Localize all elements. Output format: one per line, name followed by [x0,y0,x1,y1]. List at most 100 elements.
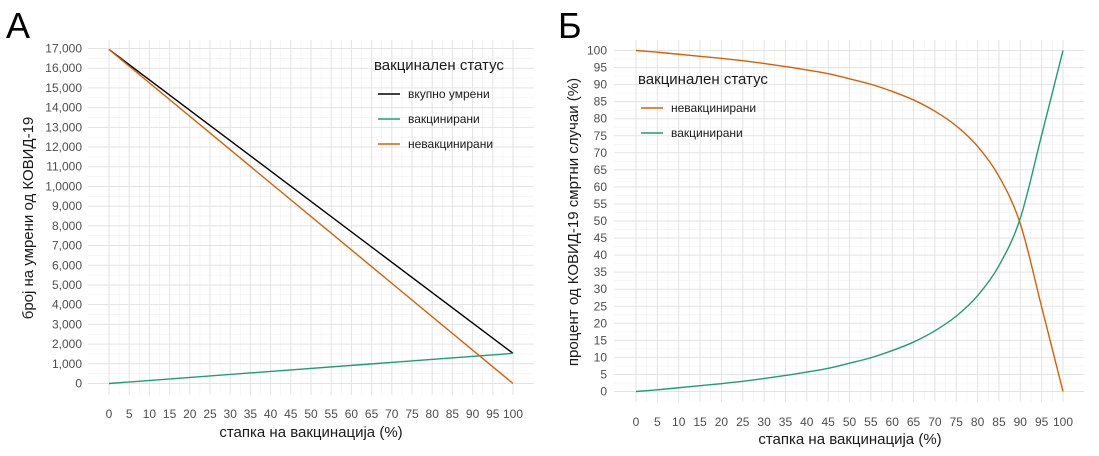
y-tick-label: 9,000 [52,199,82,213]
y-tick-label: 5,000 [52,278,82,292]
y-tick-label: 65 [594,163,608,177]
x-axis-title-b: стапка на вакцинација (%) [758,431,941,448]
x-tick-label: 20 [715,415,729,429]
y-tick-label: 1,0000 [45,179,82,193]
y-tick-label: 60 [594,180,608,194]
x-tick-label: 25 [736,415,750,429]
x-tick-label: 85 [446,407,460,421]
x-tick-label: 5 [126,407,133,421]
x-tick-label: 30 [757,415,771,429]
y-tick-label: 10 [594,350,608,364]
y-tick-label: 95 [594,61,608,75]
x-tick-label: 100 [1053,415,1073,429]
grid-a [88,40,534,395]
legend-a: вакцинален статус вкупно умрени вакцинир… [374,57,504,151]
x-tick-label: 90 [466,407,480,421]
x-tick-label: 60 [345,407,359,421]
panel-a-tag: А [6,5,30,46]
y-tick-label: 55 [594,197,608,211]
y-tick-label: 30 [594,282,608,296]
series-line-unvaccinated-a [108,48,514,385]
y-tick-label: 20 [594,316,608,330]
series-line-total-a [108,48,514,354]
y-tick-label: 15,000 [45,81,82,95]
y-tick-label: 0 [600,385,607,399]
x-tick-label: 65 [907,415,921,429]
x-tick-label: 75 [950,415,964,429]
x-tick-label: 45 [821,415,835,429]
x-axis-title-a: стапка на вакцинација (%) [219,424,402,441]
x-tick-label: 80 [426,407,440,421]
y-tick-label: 2,000 [52,337,82,351]
y-tick-label: 3,000 [52,317,82,331]
x-tick-label: 10 [672,415,686,429]
x-tick-label: 60 [886,415,900,429]
x-tick-label: 95 [486,407,500,421]
x-tick-label: 65 [365,407,379,421]
series-lines-b [635,49,1064,393]
y-tick-label: 100 [587,44,607,58]
panel-a: А 0 5 10 15 20 25 30 35 40 45 50 55 60 65 70 75 80 85 90 95… [6,5,534,441]
y-tick-label: 75 [594,129,608,143]
x-tick-label: 40 [800,415,814,429]
y-ticks-b: 0 5 10 15 20 25 30 35 40 45 50 55 60 65 70 75 80 85 90 95 10… [587,44,607,399]
y-tick-label: 16,000 [45,61,82,75]
y-tick-label: 6,000 [52,258,82,272]
x-tick-label: 55 [864,415,878,429]
x-tick-label: 15 [693,415,707,429]
y-tick-label: 40 [594,248,608,262]
y-tick-label: 5 [600,367,607,381]
x-tick-label: 80 [971,415,985,429]
x-tick-label: 50 [304,407,318,421]
panel-b-tag: Б [558,5,582,46]
y-tick-label: 50 [594,214,608,228]
y-tick-label: 0 [75,377,82,391]
y-ticks-a: 0 1,000 2,000 3,000 4,000 5,000 6,000 7,000 8,00… [45,42,82,391]
legend-b-label-unvaccinated: невакцинирани [671,101,756,115]
y-axis-title-b: процент од КОВИД-19 смртни случаи (%) [565,78,582,366]
x-tick-label: 50 [843,415,857,429]
x-tick-label: 55 [325,407,339,421]
y-tick-label: 1,000 [52,357,82,371]
x-tick-label: 45 [284,407,298,421]
legend-b-title: вакцинален статус [638,71,768,88]
legend-b: вакцинален статус невакцинирани вакцинир… [638,71,768,140]
x-tick-label: 70 [928,415,942,429]
y-tick-label: 17,000 [45,42,82,56]
x-tick-label: 0 [633,415,640,429]
legend-a-label-unvaccinated: невакцинирани [408,137,493,151]
legend-a-label-total: вкупно умрени [408,87,490,101]
y-tick-label: 80 [594,112,608,126]
x-tick-label: 35 [779,415,793,429]
x-tick-label: 10 [143,407,157,421]
x-tick-label: 15 [163,407,177,421]
x-ticks-b: 0 5 10 15 20 25 30 35 40 45 50 55 60 65 70 75 80 85 90 95 10… [633,415,1074,429]
y-axis-title-a: број на умрени од КОВИД-19 [20,117,37,320]
y-tick-label: 85 [594,95,608,109]
x-tick-label: 40 [264,407,278,421]
x-tick-label: 100 [503,407,523,421]
x-ticks-a: 0 5 10 15 20 25 30 35 40 45 50 55 60 65 70 75 80 85 90 95 10… [106,407,524,421]
series-line-vaccinated-a [108,352,514,385]
y-tick-label: 35 [594,265,608,279]
legend-a-label-vaccinated: вакцинирани [408,112,480,126]
series-line-unvaccinated-b [635,49,1064,392]
legend-a-title: вакцинален статус [374,57,504,74]
y-tick-label: 11,000 [46,160,82,174]
x-tick-label: 90 [1014,415,1028,429]
x-tick-label: 20 [183,407,197,421]
x-tick-label: 0 [106,407,113,421]
series-line-vaccinated-b [635,50,1064,393]
y-tick-label: 12,000 [45,140,82,154]
x-tick-label: 75 [405,407,419,421]
panel-b: Б 0 5 10 15 20 25 30 35 40 45 50 55 60 65 70 75 80 85 90 95… [558,5,1084,448]
y-tick-label: 15 [594,333,608,347]
x-tick-label: 85 [992,415,1006,429]
y-tick-label: 13,000 [45,120,82,134]
y-tick-label: 8,000 [52,219,82,233]
x-tick-label: 30 [224,407,238,421]
y-tick-label: 14,000 [45,101,82,115]
x-tick-label: 5 [654,415,661,429]
x-tick-label: 95 [1035,415,1049,429]
